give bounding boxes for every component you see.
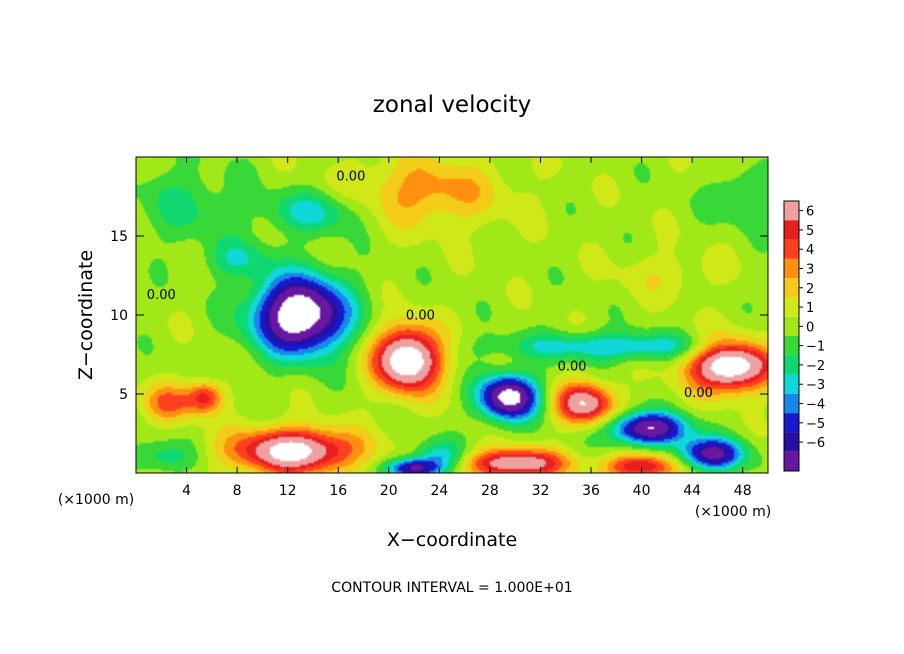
contour-label: 0.00 <box>406 309 435 324</box>
colorbar-label: 1 <box>806 301 814 316</box>
colorbar-frame <box>783 200 800 472</box>
x-tick-label: 24 <box>430 483 448 499</box>
x-tick-label: 44 <box>683 483 701 499</box>
colorbar-swatch <box>784 278 799 298</box>
colorbar-swatch <box>784 239 799 259</box>
chart-title: zonal velocity <box>373 92 531 118</box>
x-axis-ticks: 4 8 12 16 20 24 28 32 36 40 44 48 <box>182 157 752 499</box>
colorbar-swatch <box>784 451 799 471</box>
colorbar-swatch <box>784 316 799 336</box>
x-tick-label: 32 <box>532 483 550 499</box>
x-unit-left: (×1000 m) <box>58 492 134 508</box>
colorbar-label: 4 <box>806 243 814 258</box>
colorbar-label: 5 <box>806 224 814 239</box>
colorbar-swatch <box>784 258 799 279</box>
contour-label: 0.00 <box>558 359 587 374</box>
x-tick-label: 36 <box>582 483 600 499</box>
x-tick-label: 28 <box>481 483 499 499</box>
x-axis-label: X−coordinate <box>387 529 517 551</box>
colorbar-swatch <box>784 355 799 375</box>
colorbar-swatch <box>784 201 799 221</box>
contour-label: 0.00 <box>147 288 176 303</box>
colorbar-label: 0 <box>806 320 814 335</box>
colorbar-swatch <box>784 393 799 414</box>
colorbar-swatch <box>784 336 799 356</box>
x-tick-label: 20 <box>380 483 398 499</box>
contour-labels: 0.00 0.00 0.00 0.00 0.00 <box>147 170 713 401</box>
y-axis-ticks: 5 10 15 <box>110 229 768 403</box>
y-axis-label: Z−coordinate <box>75 250 97 380</box>
contour-interval-note: CONTOUR INTERVAL = 1.000E+01 <box>331 580 572 596</box>
colorbar-label: −4 <box>806 398 825 413</box>
colorbar: 6 5 4 3 2 1 0 −1 −2 −3 −4 −5 −6 <box>783 200 825 472</box>
y-tick-label: 15 <box>110 229 128 245</box>
x-tick-label: 40 <box>633 483 651 499</box>
colorbar-label: −5 <box>806 417 825 432</box>
heatmap <box>136 157 768 473</box>
colorbar-label: −1 <box>806 340 825 355</box>
colorbar-swatch <box>784 220 799 240</box>
colorbar-swatch <box>784 413 799 433</box>
y-tick-label: 10 <box>110 308 128 324</box>
colorbar-label: −2 <box>806 359 825 374</box>
y-tick-label: 5 <box>119 387 128 403</box>
colorbar-swatch <box>784 374 799 394</box>
contour-label: 0.00 <box>684 386 713 401</box>
colorbar-label: −6 <box>806 436 825 451</box>
plot-area: 0.000.000.000.000.00 4 8 12 16 20 24 28 32 36 40 4… <box>110 156 769 499</box>
x-tick-label: 48 <box>734 483 752 499</box>
colorbar-label: 2 <box>806 282 814 297</box>
colorbar-label: 6 <box>806 205 814 220</box>
x-unit-right: (×1000 m) <box>695 504 771 520</box>
x-tick-label: 8 <box>233 483 242 499</box>
x-tick-label: 12 <box>279 483 297 499</box>
contour-label: 0.00 <box>336 170 365 185</box>
colorbar-swatch <box>784 432 799 452</box>
colorbar-label: 3 <box>806 263 814 278</box>
x-tick-label: 16 <box>329 483 347 499</box>
colorbar-swatch <box>784 297 799 317</box>
colorbar-label: −3 <box>806 378 825 393</box>
x-tick-label: 4 <box>182 483 191 499</box>
